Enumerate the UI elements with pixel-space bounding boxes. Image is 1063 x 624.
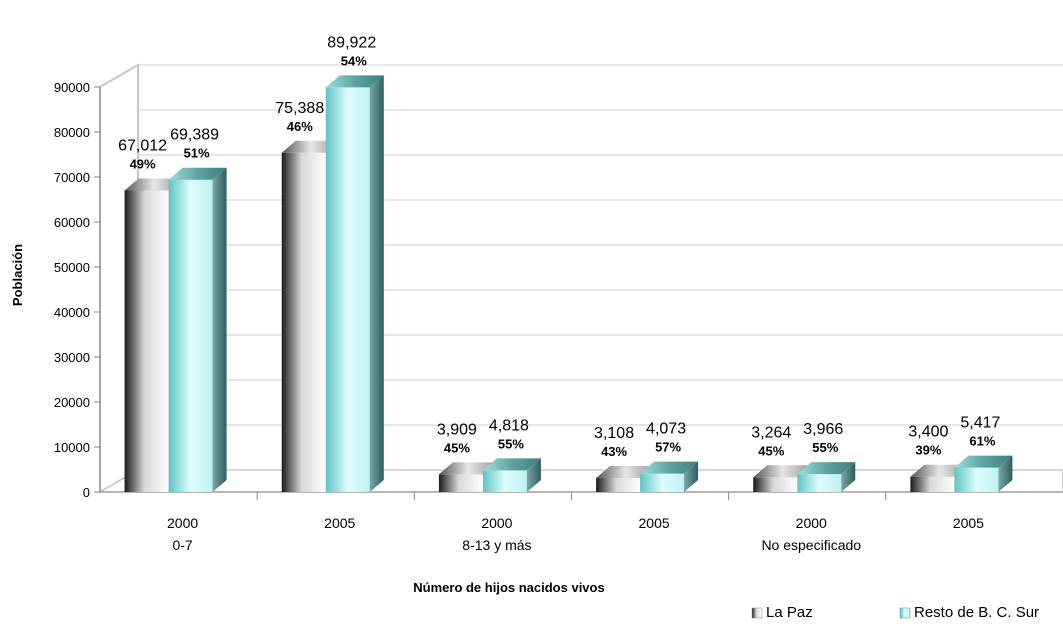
category-year-label: 2005 [953,515,984,531]
bar-front [596,478,641,492]
bar-top [797,462,856,475]
bar-side [841,462,856,492]
percent-label: 49% [130,156,156,171]
bar-top [325,75,384,88]
y-axis-title: Población [10,244,25,306]
bar [797,462,856,492]
y-tick-label: 60000 [54,215,90,230]
bar-front [910,476,955,492]
bar-top [753,465,812,478]
legend-label-la-paz: La Paz [766,604,813,619]
bar-front [281,152,326,492]
percent-label: 51% [184,146,210,161]
bar [168,167,227,492]
bar-top [954,455,1013,468]
value-label: 5,417 [960,415,1000,432]
y-tick-label: 40000 [54,305,90,320]
category-year-label: 2000 [796,515,827,531]
legend-swatch-resto [899,607,911,619]
bars [124,75,1013,493]
bar [640,461,699,492]
percent-label: 45% [758,443,784,458]
bar [281,140,340,492]
bar [954,455,1013,492]
bar [596,466,655,492]
bar-top [281,140,340,153]
data-labels: 67,012 49% 69,389 51% 75,388 46% 89,922 54% 3,90… [118,34,1000,459]
bar-top [168,167,227,180]
value-label: 67,012 [118,137,167,154]
percent-label: 39% [915,443,941,458]
category-group-label: No especificado [761,537,861,553]
category-year-label: 2005 [639,515,670,531]
bar [124,178,183,493]
value-label: 89,922 [327,34,376,51]
bar [325,75,384,492]
bar-front [954,467,999,492]
x-axis-title: Número de hijos nacidos vivos [413,580,604,595]
bar-top [910,464,969,477]
percent-label: 55% [498,436,524,451]
y-tick-label: 20000 [54,395,90,410]
percent-label: 45% [444,440,470,455]
bar-front [482,470,527,492]
percent-label: 57% [655,440,681,455]
bar-front [640,473,685,492]
grid [99,64,1063,448]
percent-label: 61% [969,434,995,449]
bar [753,465,812,492]
category-year-label: 2000 [481,515,512,531]
bar-side [998,455,1013,492]
percent-label: 46% [287,119,313,134]
y-tick-label: 30000 [54,350,90,365]
bar-side [526,458,541,492]
bar-top [124,178,183,191]
bar-top [482,458,541,471]
bar-side [212,167,227,492]
percent-label: 43% [601,444,627,459]
value-label: 3,966 [803,421,843,438]
legend-label-resto: Resto de B. C. Sur [914,604,1039,619]
value-label: 3,909 [437,421,477,438]
bar-top [640,461,699,474]
bar-front [168,179,213,492]
bar-side [369,75,384,492]
percent-label: 54% [341,53,367,68]
y-tick-label: 10000 [54,440,90,455]
bar-top [596,466,655,479]
value-label: 69,389 [170,127,219,144]
value-label: 75,388 [275,100,324,117]
y-tick-label: 80000 [54,125,90,140]
bar-front [753,477,798,492]
bar-front [325,87,370,492]
bar [910,464,969,492]
bar-top [438,462,497,475]
category-year-label: 2000 [167,515,198,531]
bar-front [797,474,842,492]
y-tick-label: 0 [83,485,90,500]
category-year-label: 2005 [324,515,355,531]
value-label: 4,073 [646,421,686,438]
bar [482,458,541,492]
y-tick-label: 90000 [54,80,90,95]
category-group-label: 8-13 y más [462,537,531,553]
percent-label: 55% [812,440,838,455]
value-label: 3,400 [908,424,948,441]
y-tick-label: 70000 [54,170,90,185]
category-group-label: 0-7 [172,537,192,553]
legend: La Paz Resto de B. C. Sur [751,604,1039,621]
bar-front [438,474,483,492]
bar-side [684,461,699,492]
bar [438,462,497,492]
value-label: 4,818 [489,417,529,434]
bar-front [124,190,169,493]
legend-swatch-la-paz [751,607,763,619]
y-tick-label: 50000 [54,260,90,275]
value-label: 3,264 [751,424,791,441]
value-label: 3,108 [594,425,634,442]
